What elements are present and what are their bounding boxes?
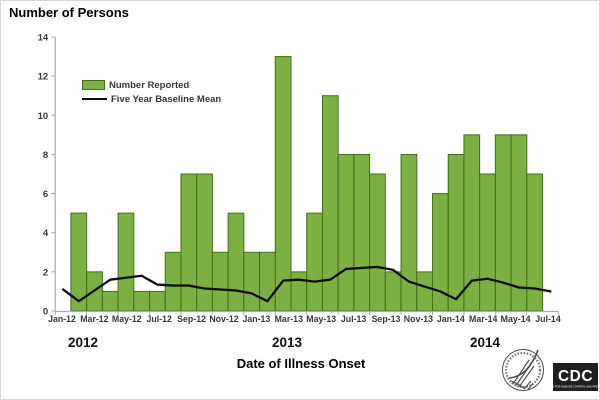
y-tick-label: 4 xyxy=(43,228,49,239)
y-tick-label: 12 xyxy=(38,72,49,83)
x-tick-label: Nov-13 xyxy=(404,314,433,324)
y-tick-label: 10 xyxy=(38,111,49,122)
x-tick-label: Sep-12 xyxy=(177,314,206,324)
legend: Number Reported Five Year Baseline Mean xyxy=(82,78,221,106)
legend-label: Five Year Baseline Mean xyxy=(111,93,222,105)
y-tick-label: 8 xyxy=(43,150,48,161)
bar xyxy=(384,271,402,312)
baseline-mean-line xyxy=(61,265,552,303)
x-tick-label: May-14 xyxy=(501,314,531,324)
year-label-2012: 2012 xyxy=(67,335,99,350)
x-tick-label: Jul-13 xyxy=(341,314,367,324)
bar xyxy=(400,153,418,312)
line-swatch-icon xyxy=(82,98,107,100)
legend-item-bars: Number Reported xyxy=(82,78,221,92)
bar xyxy=(463,134,481,312)
x-tick-label: Jan-14 xyxy=(437,314,465,324)
bar xyxy=(243,251,261,312)
bar xyxy=(447,153,465,312)
bar xyxy=(227,212,245,312)
bar xyxy=(180,173,198,312)
y-tick-label: 6 xyxy=(43,189,48,200)
legend-item-line: Five Year Baseline Mean xyxy=(82,92,221,106)
legend-label: Number Reported xyxy=(109,79,190,91)
bar xyxy=(479,173,496,312)
bar xyxy=(133,290,151,312)
cdc-logo-subtext: CENTERS FOR DISEASE CONTROL AND PREVENTI… xyxy=(542,385,600,389)
x-tick-label: Jul-12 xyxy=(146,314,172,324)
x-tick-label: Jul-14 xyxy=(535,314,561,324)
bar xyxy=(149,290,166,312)
x-tick-label: Mar-14 xyxy=(469,314,497,324)
chart-title: Number of Persons xyxy=(9,5,129,20)
x-tick-label: Nov-12 xyxy=(209,314,238,324)
cdc-logo-box xyxy=(553,363,598,391)
x-tick-label: Mar-12 xyxy=(80,314,108,324)
x-tick-label: Mar-13 xyxy=(275,314,303,324)
bar xyxy=(353,153,371,312)
cdc-logo: CDC CENTERS FOR DISEASE CONTROL AND PREV… xyxy=(542,363,600,391)
hhs-seal-icon xyxy=(502,349,544,391)
x-tick-label: May-12 xyxy=(112,314,142,324)
y-tick-label: 2 xyxy=(43,267,48,278)
bar xyxy=(164,251,182,312)
bar xyxy=(306,212,323,312)
year-label-2014: 2014 xyxy=(469,335,501,350)
bar xyxy=(290,271,308,312)
bar xyxy=(117,212,135,312)
x-axis-title: Date of Illness Onset xyxy=(236,356,366,371)
x-tick-label: Jan-12 xyxy=(48,314,76,324)
bar xyxy=(101,290,119,312)
bar xyxy=(416,271,433,312)
bar xyxy=(196,173,213,312)
x-tick-label: May-13 xyxy=(306,314,336,324)
cdc-logo-text: CDC xyxy=(558,368,593,385)
footer-logos: CDC CENTERS FOR DISEASE CONTROL AND PREV… xyxy=(502,349,600,391)
bar xyxy=(369,173,386,312)
bar-swatch-icon xyxy=(82,80,105,90)
year-label-2013: 2013 xyxy=(271,335,303,350)
bar xyxy=(337,153,355,312)
y-tick-label: 14 xyxy=(38,33,49,44)
bar xyxy=(211,251,229,312)
x-tick-label: Sep-13 xyxy=(372,314,401,324)
bar xyxy=(274,56,292,312)
y-tick-label: 0 xyxy=(43,307,48,318)
bar xyxy=(510,134,528,312)
x-tick-label: Jan-13 xyxy=(242,314,270,324)
